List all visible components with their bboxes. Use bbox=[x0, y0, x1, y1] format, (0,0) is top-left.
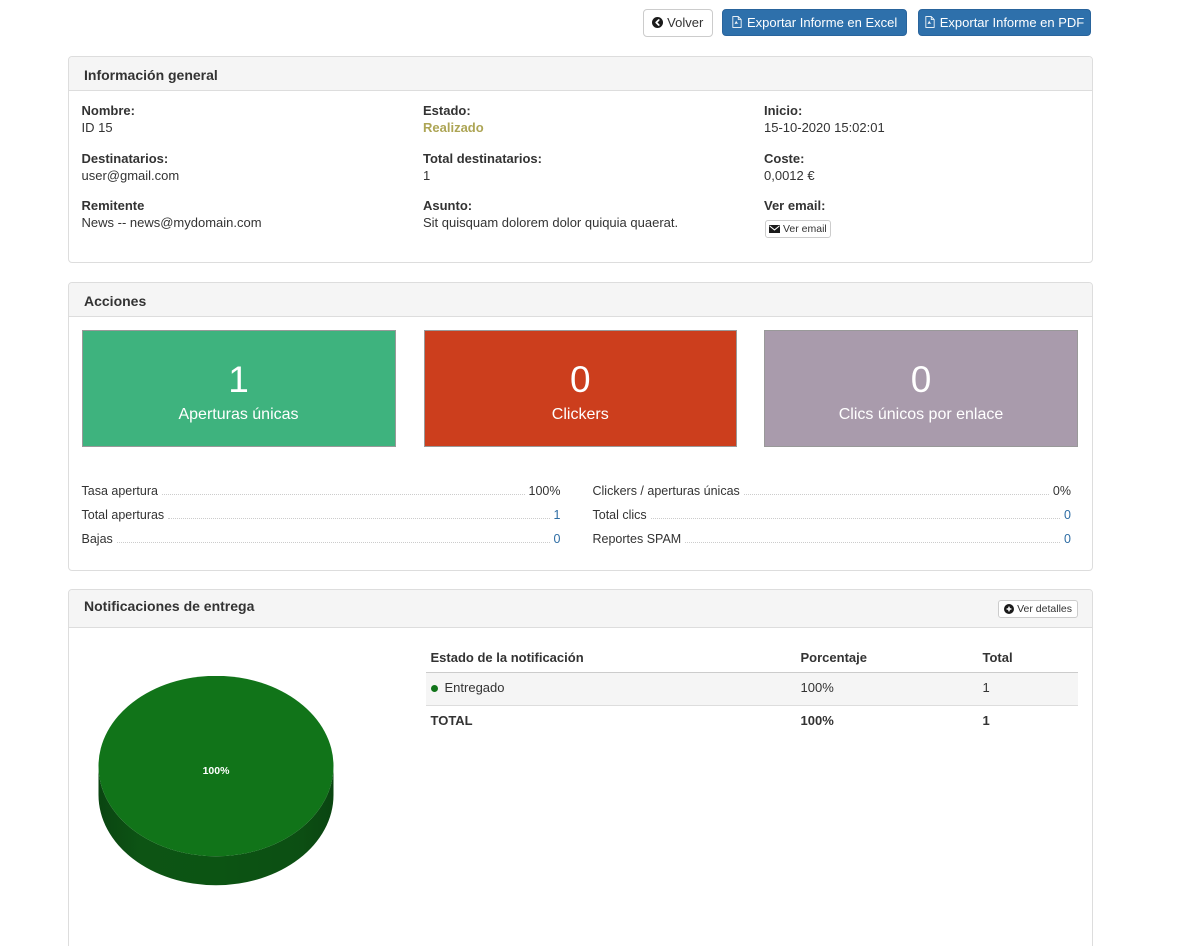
svg-text:100%: 100% bbox=[202, 765, 230, 777]
